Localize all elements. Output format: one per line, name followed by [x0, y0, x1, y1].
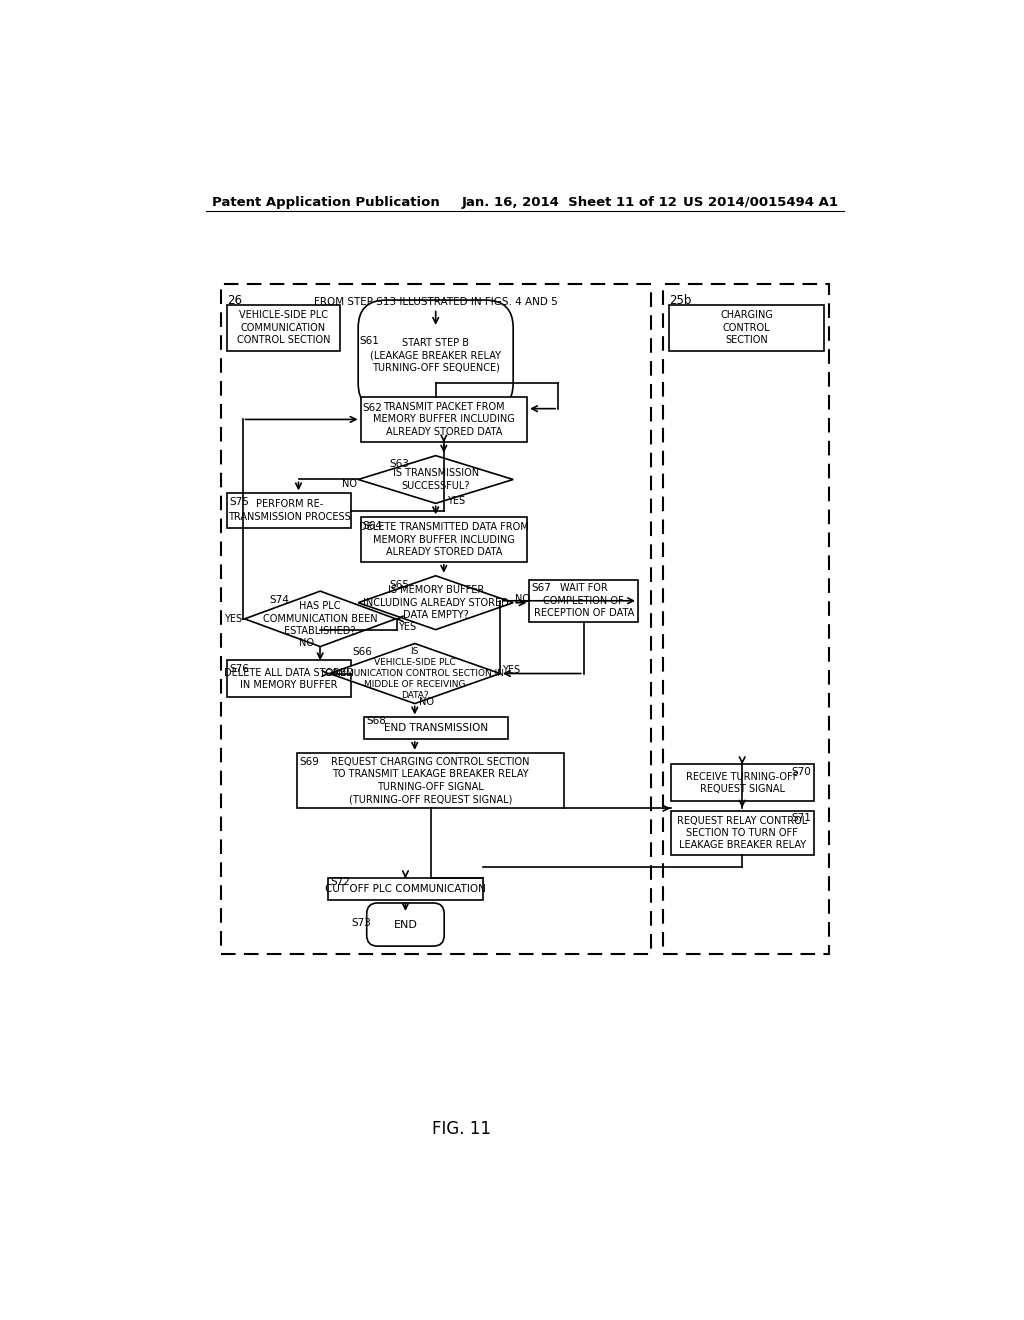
Text: YES: YES	[503, 665, 520, 675]
Text: WAIT FOR
COMPLETION OF
RECEPTION OF DATA: WAIT FOR COMPLETION OF RECEPTION OF DATA	[534, 583, 634, 618]
Text: NO: NO	[419, 697, 433, 708]
Text: IS MEMORY BUFFER
INCLUDING ALREADY STORED
DATA EMPTY?: IS MEMORY BUFFER INCLUDING ALREADY STORE…	[362, 585, 509, 620]
Text: YES: YES	[398, 622, 417, 632]
Bar	[671, 764, 814, 801]
Text: NO: NO	[515, 594, 530, 603]
Text: S67: S67	[531, 583, 552, 594]
Text: REQUEST RELAY CONTROL
SECTION TO TURN OFF
LEAKAGE BREAKER RELAY: REQUEST RELAY CONTROL SECTION TO TURN OF…	[677, 816, 807, 850]
Bar	[360, 517, 527, 562]
Text: HAS PLC
COMMUNICATION BEEN
ESTABLISHED?: HAS PLC COMMUNICATION BEEN ESTABLISHED?	[263, 602, 378, 636]
Text: FROM STEP S13 ILLUSTRATED IN FIGS. 4 AND 5: FROM STEP S13 ILLUSTRATED IN FIGS. 4 AND…	[313, 297, 557, 306]
Text: TRANSMIT PACKET FROM
MEMORY BUFFER INCLUDING
ALREADY STORED DATA: TRANSMIT PACKET FROM MEMORY BUFFER INCLU…	[373, 403, 515, 437]
Bar	[671, 810, 814, 855]
Text: Patent Application Publication: Patent Application Publication	[212, 195, 439, 209]
Text: S73: S73	[351, 919, 371, 928]
Text: S76: S76	[229, 664, 250, 675]
Polygon shape	[330, 644, 500, 704]
Bar	[529, 579, 638, 622]
Text: VEHICLE-SIDE PLC
COMMUNICATION
CONTROL SECTION: VEHICLE-SIDE PLC COMMUNICATION CONTROL S…	[237, 310, 330, 346]
Text: END: END	[393, 920, 418, 929]
Text: 26: 26	[227, 294, 243, 308]
Bar	[663, 284, 829, 954]
Text: S65: S65	[389, 579, 409, 590]
Text: START STEP B
(LEAKAGE BREAKER RELAY
TURNING-OFF SEQUENCE): START STEP B (LEAKAGE BREAKER RELAY TURN…	[370, 338, 501, 374]
FancyBboxPatch shape	[358, 300, 513, 411]
Text: S63: S63	[389, 459, 409, 470]
Text: FIG. 11: FIG. 11	[432, 1119, 490, 1138]
Text: S62: S62	[362, 404, 383, 413]
Bar	[227, 305, 340, 351]
FancyBboxPatch shape	[367, 903, 444, 946]
Text: Jan. 16, 2014  Sheet 11 of 12: Jan. 16, 2014 Sheet 11 of 12	[461, 195, 677, 209]
Text: S70: S70	[792, 767, 812, 776]
Polygon shape	[245, 591, 395, 647]
Text: REQUEST CHARGING CONTROL SECTION
TO TRANSMIT LEAKAGE BREAKER RELAY
TURNING-OFF S: REQUEST CHARGING CONTROL SECTION TO TRAN…	[332, 756, 529, 804]
Text: IS
VEHICLE-SIDE PLC
COMMUNICATION CONTROL SECTION IN
MIDDLE OF RECEIVING
DATA?: IS VEHICLE-SIDE PLC COMMUNICATION CONTRO…	[326, 647, 504, 700]
Text: RECEIVE TURNING-OFF
REQUEST SIGNAL: RECEIVE TURNING-OFF REQUEST SIGNAL	[686, 772, 799, 795]
Text: DELETE ALL DATA STORED
IN MEMORY BUFFER: DELETE ALL DATA STORED IN MEMORY BUFFER	[224, 668, 354, 690]
Text: NO: NO	[342, 479, 356, 490]
Bar	[365, 718, 508, 739]
Bar	[328, 878, 483, 900]
Bar	[297, 752, 564, 808]
Text: S74: S74	[270, 595, 290, 605]
Text: NO: NO	[299, 639, 314, 648]
Text: S72: S72	[331, 878, 350, 887]
Text: YES: YES	[224, 614, 243, 624]
Bar	[221, 284, 651, 954]
Text: CUT OFF PLC COMMUNICATION: CUT OFF PLC COMMUNICATION	[325, 884, 485, 894]
Text: YES: YES	[447, 496, 466, 506]
Text: CHARGING
CONTROL
SECTION: CHARGING CONTROL SECTION	[720, 310, 773, 346]
Text: S61: S61	[359, 335, 380, 346]
Bar	[360, 397, 527, 442]
Text: S64: S64	[362, 521, 383, 531]
Polygon shape	[358, 455, 513, 503]
Text: US 2014/0015494 A1: US 2014/0015494 A1	[683, 195, 838, 209]
Polygon shape	[358, 576, 513, 630]
Text: PERFORM RE-
TRANSMISSION PROCESS: PERFORM RE- TRANSMISSION PROCESS	[227, 499, 350, 521]
Text: S68: S68	[367, 717, 387, 726]
Text: S66: S66	[352, 647, 373, 657]
Text: S75: S75	[229, 498, 250, 507]
Bar	[227, 660, 351, 697]
Bar	[227, 494, 351, 528]
Text: S71: S71	[792, 813, 812, 822]
Text: 25b: 25b	[669, 294, 691, 308]
Text: IS TRANSMISSION
SUCCESSFUL?: IS TRANSMISSION SUCCESSFUL?	[392, 469, 479, 491]
Text: S69: S69	[299, 756, 319, 767]
Text: DELETE TRANSMITTED DATA FROM
MEMORY BUFFER INCLUDING
ALREADY STORED DATA: DELETE TRANSMITTED DATA FROM MEMORY BUFF…	[359, 523, 528, 557]
Text: END TRANSMISSION: END TRANSMISSION	[384, 723, 488, 733]
Bar	[669, 305, 824, 351]
